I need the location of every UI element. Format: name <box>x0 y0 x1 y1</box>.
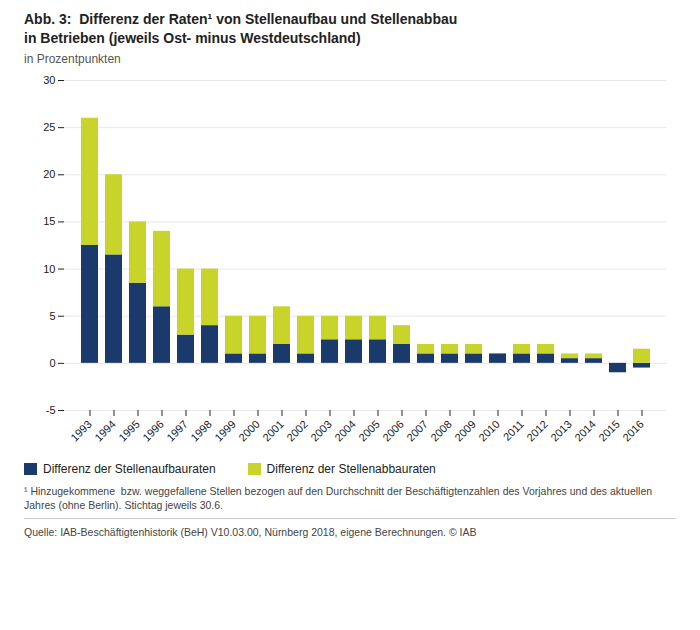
svg-text:2006: 2006 <box>380 418 406 444</box>
svg-text:2013: 2013 <box>548 418 574 444</box>
svg-text:2014: 2014 <box>572 418 598 444</box>
svg-text:15: 15 <box>43 215 55 227</box>
html-text:¹ Hinzugekommene bzw. weggefal: ¹ Hinzugekommene bzw. weggefallene Stell… <box>24 485 655 511</box>
svg-text:2016: 2016 <box>620 418 646 444</box>
svg-text:30: 30 <box>43 74 55 86</box>
svg-text:2002: 2002 <box>284 418 310 444</box>
svg-text:0: 0 <box>49 357 55 369</box>
svg-text:1993: 1993 <box>68 418 94 444</box>
html-text:Quelle: IAB-Beschäftigtenhisto: Quelle: IAB-Beschäftigtenhistorik (BeH) … <box>24 526 477 538</box>
html-text:in Prozentpunkten: in Prozentpunkten <box>24 52 121 66</box>
svg-text:20: 20 <box>43 168 55 180</box>
svg-text:2004: 2004 <box>332 418 358 444</box>
svg-text:2009: 2009 <box>452 418 478 444</box>
svg-text:1996: 1996 <box>140 418 166 444</box>
html-text:Differenz der Stellenabbaurate: Differenz der Stellenabbauraten <box>266 462 436 476</box>
svg-text:1995: 1995 <box>116 418 142 444</box>
svg-text:5: 5 <box>49 310 55 322</box>
svg-text:1998: 1998 <box>188 418 214 444</box>
svg-text:1994: 1994 <box>92 418 118 444</box>
svg-text:2011: 2011 <box>501 418 526 443</box>
svg-text:2008: 2008 <box>428 418 454 444</box>
svg-text:2003: 2003 <box>308 418 334 444</box>
html-text:Differenz der Stellenaufbaurat: Differenz der Stellenaufbauraten <box>43 462 216 476</box>
svg-text:2015: 2015 <box>596 418 622 444</box>
svg-text:2012: 2012 <box>524 418 550 444</box>
svg-text:2000: 2000 <box>236 418 262 444</box>
svg-text:-5: -5 <box>46 404 56 416</box>
svg-text:2007: 2007 <box>404 418 430 444</box>
svg-text:1997: 1997 <box>164 418 190 444</box>
svg-text:1999: 1999 <box>212 418 238 444</box>
html-text:Abb. 3: Differenz der Raten¹ v: Abb. 3: Differenz der Raten¹ von Stellen… <box>24 11 458 46</box>
svg-text:2005: 2005 <box>356 418 382 444</box>
svg-text:2001: 2001 <box>260 418 286 444</box>
svg-text:25: 25 <box>43 121 55 133</box>
svg-text:10: 10 <box>43 263 55 275</box>
svg-text:2010: 2010 <box>476 418 502 444</box>
